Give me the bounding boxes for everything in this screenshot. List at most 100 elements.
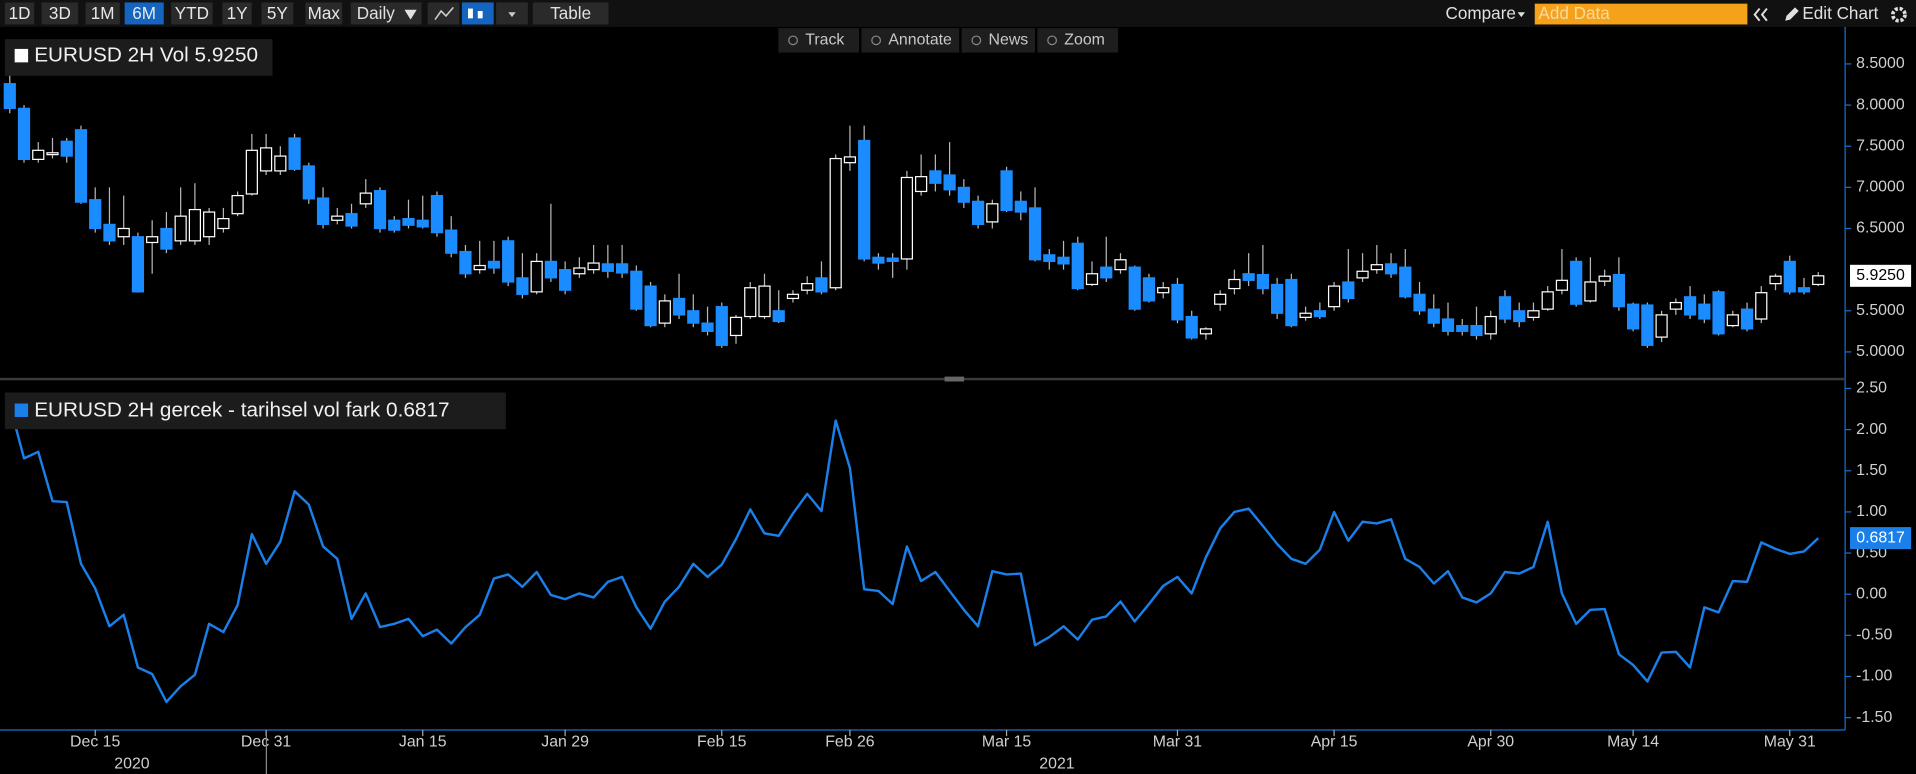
candle-body: [530, 260, 543, 293]
candle-body: [430, 194, 444, 234]
x-tick-label: Apr 15: [1311, 733, 1358, 750]
candle-body: [89, 199, 102, 230]
range-button[interactable]: [222, 2, 252, 25]
compare-label[interactable]: Compare: [1446, 4, 1516, 23]
plot-area: 8.5000 8.0000 7.5000 7.0000 6.5000 5.5000 5.00…: [0, 26, 1912, 774]
candle-body: [1413, 293, 1426, 312]
candle-body: [1769, 275, 1782, 285]
candle-body: [601, 263, 614, 272]
range-button[interactable]: [85, 2, 120, 25]
range-label: Max: [308, 4, 341, 23]
panel-divider[interactable]: [0, 377, 1846, 381]
candle-body: [331, 215, 344, 221]
range-button[interactable]: [171, 2, 213, 25]
candle-body: [1057, 256, 1070, 265]
candle-body: [1584, 281, 1597, 302]
y-tick-label: 6.5000: [1856, 220, 1905, 237]
range-button[interactable]: [41, 2, 79, 25]
y-tick-label: 7.5000: [1856, 137, 1905, 154]
candle-body: [131, 236, 145, 293]
x-tick-label: Apr 30: [1467, 733, 1514, 750]
candle-body: [858, 139, 871, 260]
candle-body: [900, 176, 913, 260]
x-tick-label: Jan 15: [399, 733, 447, 750]
add-data-input[interactable]: [1534, 3, 1748, 25]
candle-body: [1199, 328, 1213, 335]
legend-swatch: [14, 48, 29, 63]
candle-body: [3, 83, 16, 109]
range-button[interactable]: [261, 2, 294, 25]
candle-body: [60, 140, 73, 157]
range-label: 1M: [91, 4, 115, 23]
dropdown-arrow: [404, 9, 417, 20]
candle-body: [701, 322, 714, 332]
y-tick-label: 8.5000: [1856, 55, 1905, 72]
candle-body: [1114, 259, 1127, 271]
candle-icon: [477, 11, 483, 19]
year-label: 2020: [114, 755, 149, 772]
candle-body: [1128, 266, 1141, 310]
candle-body: [516, 277, 529, 295]
y-tick-label: -1.00: [1856, 668, 1892, 685]
last-value-label: 0.6817: [1856, 529, 1905, 546]
candle-body: [1683, 296, 1697, 316]
tool-icon: [1047, 35, 1057, 46]
candle-body: [217, 218, 230, 230]
table-button[interactable]: [532, 2, 609, 25]
range-label: 6M: [132, 4, 156, 23]
candle-icon: [468, 8, 473, 19]
candle-body: [1669, 301, 1682, 310]
candle-body: [1655, 314, 1668, 338]
candle-body: [359, 192, 372, 205]
tool-icon: [971, 35, 982, 46]
range-button[interactable]: [4, 2, 35, 25]
candle-body: [1812, 275, 1825, 286]
candle-body: [843, 156, 857, 164]
candle-body: [644, 285, 657, 327]
divider-handle[interactable]: [944, 376, 965, 382]
candle-body: [74, 129, 88, 203]
dropdown-arrow: [508, 12, 516, 18]
tool-button[interactable]: [861, 28, 960, 53]
candle-body: [402, 218, 415, 226]
x-tick-label: Feb 26: [825, 733, 875, 750]
candle-body: [416, 219, 429, 228]
line-icon: [434, 6, 454, 21]
collapse-icon[interactable]: [1753, 7, 1768, 22]
candle-body: [259, 147, 273, 172]
y-tick-label: 2.00: [1856, 421, 1887, 438]
settings-icon[interactable]: [1890, 6, 1907, 23]
edit-chart-label[interactable]: Edit Chart: [1802, 4, 1878, 23]
candle-body: [1299, 312, 1312, 318]
range-label: YTD: [175, 4, 209, 23]
frequency-button[interactable]: [350, 2, 422, 25]
candle-body: [17, 107, 31, 160]
range-buttons: 1D 3D 1M 6M YTD 1Y 5Y Max: [4, 2, 343, 25]
tool-button[interactable]: [961, 28, 1035, 53]
tool-button[interactable]: [1037, 28, 1119, 53]
y-tick-label: 2.50: [1856, 380, 1887, 397]
tool-label: News: [989, 32, 1029, 49]
candle-body: [971, 200, 985, 225]
candle-body: [1014, 200, 1027, 213]
candle-body: [203, 211, 216, 238]
y-tick-label: -0.50: [1856, 627, 1892, 644]
candle-body: [929, 170, 942, 184]
candle-body: [1271, 283, 1284, 314]
candle-body: [473, 264, 486, 271]
tool-button[interactable]: [778, 28, 860, 53]
candle-body: [587, 262, 600, 271]
y-tick-label: 0.00: [1856, 585, 1887, 602]
y-tick-label: -1.50: [1856, 709, 1892, 726]
candle-body: [1698, 303, 1711, 320]
candle-body: [1456, 324, 1469, 332]
candle-body: [1570, 260, 1583, 305]
chart-tools: Track Annotate News Zoom: [778, 28, 1119, 53]
range-label: 3D: [49, 4, 71, 23]
candle-body: [1342, 281, 1355, 300]
range-label: 1Y: [227, 4, 249, 23]
candle-body: [1384, 263, 1398, 275]
candle-body: [1555, 279, 1569, 291]
range-button[interactable]: [124, 2, 164, 25]
range-button[interactable]: [305, 2, 343, 25]
